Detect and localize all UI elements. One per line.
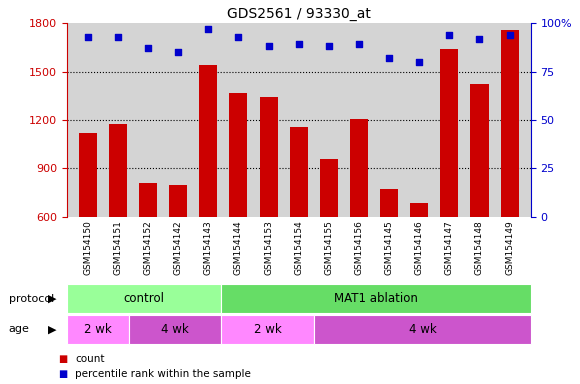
Text: GSM154154: GSM154154	[294, 220, 303, 275]
Text: GSM154148: GSM154148	[475, 220, 484, 275]
Bar	[350, 119, 368, 217]
Text: 4 wk: 4 wk	[161, 323, 189, 336]
Point	[354, 41, 364, 48]
Bar	[440, 49, 458, 217]
Point	[83, 33, 92, 40]
Bar	[410, 203, 428, 217]
Point	[294, 41, 303, 48]
Bar	[501, 30, 519, 217]
Text: 2 wk: 2 wk	[254, 323, 282, 336]
Text: GSM154146: GSM154146	[415, 220, 424, 275]
Bar	[139, 183, 157, 217]
Text: MAT1 ablation: MAT1 ablation	[334, 292, 418, 305]
Text: GSM154145: GSM154145	[385, 220, 394, 275]
Bar	[314, 315, 531, 344]
Text: 4 wk: 4 wk	[408, 323, 436, 336]
Point	[143, 45, 153, 51]
Bar	[230, 93, 248, 217]
Bar	[320, 159, 338, 217]
Bar	[289, 127, 308, 217]
Text: GSM154150: GSM154150	[84, 220, 92, 275]
Text: percentile rank within the sample: percentile rank within the sample	[75, 369, 251, 379]
Point	[173, 49, 183, 55]
Bar	[222, 315, 314, 344]
Text: 2 wk: 2 wk	[84, 323, 111, 336]
Text: ▶: ▶	[48, 294, 57, 304]
Bar	[67, 315, 129, 344]
Text: GSM154147: GSM154147	[445, 220, 454, 275]
Point	[505, 31, 514, 38]
Text: protocol: protocol	[9, 294, 54, 304]
Point	[324, 43, 334, 50]
Bar	[200, 65, 218, 217]
Text: GSM154142: GSM154142	[173, 220, 183, 275]
Text: count: count	[75, 354, 105, 364]
Text: age: age	[9, 324, 30, 334]
Bar	[470, 84, 488, 217]
Text: ▶: ▶	[48, 324, 57, 334]
Point	[415, 59, 424, 65]
Bar	[67, 284, 222, 313]
Text: GSM154149: GSM154149	[505, 220, 514, 275]
Text: GSM154151: GSM154151	[114, 220, 122, 275]
Text: GSM154155: GSM154155	[324, 220, 334, 275]
Point	[475, 35, 484, 41]
Text: GSM154152: GSM154152	[144, 220, 153, 275]
Text: ■: ■	[58, 369, 67, 379]
Bar	[222, 284, 531, 313]
Point	[264, 43, 273, 50]
Bar	[380, 189, 398, 217]
Bar	[79, 133, 97, 217]
Bar	[259, 98, 278, 217]
Text: GSM154143: GSM154143	[204, 220, 213, 275]
Text: control: control	[124, 292, 165, 305]
Bar	[129, 315, 222, 344]
Text: GSM154144: GSM154144	[234, 220, 243, 275]
Text: GSM154156: GSM154156	[354, 220, 364, 275]
Point	[234, 33, 243, 40]
Bar	[109, 124, 127, 217]
Point	[204, 26, 213, 32]
Text: ■: ■	[58, 354, 67, 364]
Text: GSM154153: GSM154153	[264, 220, 273, 275]
Title: GDS2561 / 93330_at: GDS2561 / 93330_at	[227, 7, 371, 21]
Point	[385, 55, 394, 61]
Point	[445, 31, 454, 38]
Point	[113, 33, 122, 40]
Bar	[169, 185, 187, 217]
